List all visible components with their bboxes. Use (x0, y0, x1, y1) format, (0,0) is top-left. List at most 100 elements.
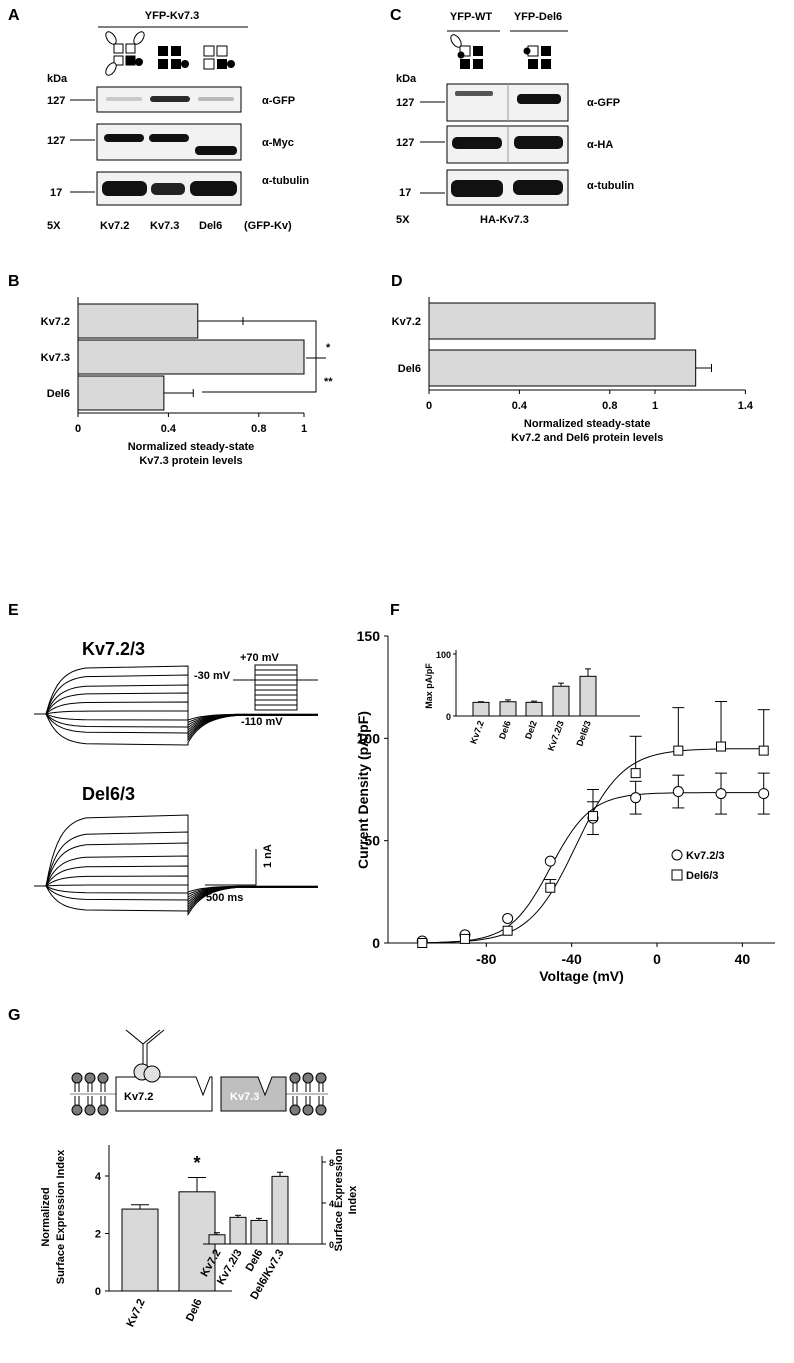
subunit-icon-kv73 (158, 46, 189, 69)
current-traces (34, 665, 318, 917)
lipid-tail (318, 1096, 324, 1105)
panel-c-header-del6: YFP-Del6 (514, 11, 562, 23)
data-point-square (587, 811, 598, 822)
band (151, 183, 185, 195)
lipid-tail (100, 1096, 106, 1105)
x-axis-label: Normalized steady-state (128, 441, 255, 453)
bar (229, 1216, 247, 1245)
lipid-head (315, 1104, 327, 1116)
data-point-circle (715, 788, 727, 800)
marker-17: 17 (399, 187, 411, 199)
channel-kv72 (115, 1076, 213, 1112)
protocol-bottom-label: -110 mV (241, 716, 283, 728)
lipid-head (71, 1104, 83, 1116)
lipid-head (302, 1072, 314, 1084)
legend-marker-circle (671, 849, 683, 861)
bar (579, 675, 597, 717)
lipid-tail (87, 1096, 93, 1105)
x-tick-label: Kv7.2/3 (546, 719, 566, 752)
antibody-label: α-HA (587, 139, 613, 151)
data-point-circle (630, 792, 642, 804)
y-tick-label: 2 (95, 1229, 101, 1241)
band (198, 97, 234, 101)
y-axis-label: Surface Expression (333, 1148, 345, 1251)
lipid-tail (318, 1083, 324, 1092)
x-tick-label: 0 (653, 951, 661, 967)
band (190, 181, 237, 196)
legend-label: Del6/3 (686, 870, 718, 882)
data-point-square (673, 745, 684, 756)
bar (250, 1219, 268, 1245)
panel-a-kda: kDa (47, 73, 68, 85)
x-axis-label: Kv7.3 protein levels (139, 455, 242, 467)
chart-g-main: 0 2 4 Normalized Surface Expression Index Kv7… (40, 1145, 232, 1329)
x-tick-label: 0.4 (161, 423, 177, 435)
band (104, 134, 144, 142)
lipid-tail (74, 1083, 80, 1092)
marker-127: 127 (47, 95, 65, 107)
lipid-head (84, 1104, 96, 1116)
lipid-tail (305, 1083, 311, 1092)
bar (208, 1234, 226, 1245)
lipid-head (97, 1072, 109, 1084)
band (513, 180, 563, 195)
y-axis-label: Max pA/pF (424, 663, 434, 709)
legend-label: Kv7.2/3 (686, 850, 725, 862)
panel-c-kda: kDa (396, 73, 417, 85)
legend-marker-square (671, 869, 683, 881)
y-tick-label: 4 (95, 1171, 102, 1183)
x-tick-label: 0 (426, 400, 432, 412)
y-tick-label: 8 (329, 1158, 334, 1168)
data-point-square (459, 933, 470, 944)
subunit-icon-del6 (203, 45, 235, 70)
protocol-step-box (254, 664, 298, 711)
data-point-circle (672, 786, 684, 798)
y-tick-label: 0 (372, 935, 380, 951)
panel-a-label: A (8, 7, 20, 24)
lipid-head (71, 1072, 83, 1084)
y-tick-label: 0 (95, 1286, 101, 1298)
y-tick-label: 150 (357, 628, 381, 644)
trace-title-del6-3: Del6/3 (82, 784, 135, 804)
panel-c: C YFP-WT YFP-Del6 kDa (390, 7, 634, 226)
x-tick-label: Del2 (523, 719, 539, 740)
current-trace (34, 713, 318, 746)
bar (525, 701, 543, 717)
x-tick-label: 1.4 (738, 400, 754, 412)
x-tick-label: Del6/3 (574, 719, 592, 747)
x-tick-label: 0.8 (251, 423, 266, 435)
lipid-head (289, 1104, 301, 1116)
lipid-head (97, 1104, 109, 1116)
band (455, 91, 493, 96)
x-axis-label: Kv7.2 and Del6 protein levels (511, 432, 663, 444)
current-trace (34, 865, 318, 904)
band (149, 134, 189, 142)
panel-c-header-wt: YFP-WT (450, 11, 492, 23)
significance-star: * (326, 342, 331, 354)
schematic-label-kv73: Kv7.3 (230, 1091, 259, 1103)
chart-d: Kv7.2 Del6 0 0.4 0.8 1 1.4 Normalized steady-st… (392, 297, 754, 444)
y-axis-label: Index (347, 1185, 359, 1215)
category-label: Del6 (398, 363, 421, 375)
antibody-label: α-GFP (587, 97, 620, 109)
x-tick-label: Del6 (497, 719, 513, 740)
bar (499, 701, 517, 717)
x-axis-label: Normalized steady-state (524, 418, 651, 430)
x-tick-label: -40 (562, 951, 582, 967)
current-trace (34, 884, 318, 909)
current-trace (34, 842, 318, 898)
lane-label: Del6 (199, 220, 222, 232)
x-tick-label: Kv7.2 (468, 719, 486, 745)
chart-b: Kv7.2 Kv7.3 Del6 0 0.4 0.8 1 Normalized steady-… (41, 297, 307, 467)
schematic-label-kv72: Kv7.2 (124, 1091, 153, 1103)
antibody-label: α-tubulin (262, 175, 309, 187)
subunit-icon-wt (450, 34, 483, 69)
panel-f: F 0 50 100 150 -80 -40 0 40 Voltage (mV) Current … (355, 602, 775, 984)
x-tick-label: 0.8 (602, 400, 617, 412)
significance-bracket (202, 320, 317, 393)
panel-a-fold: 5X (47, 220, 61, 232)
bar (428, 302, 656, 340)
membrane-schematic: Kv7.2 Kv7.3 (70, 1029, 328, 1116)
